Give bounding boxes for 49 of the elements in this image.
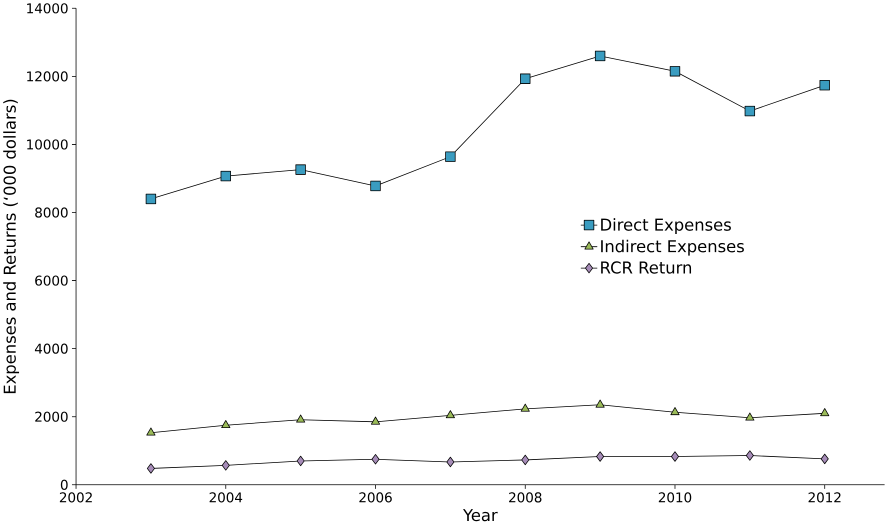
point: [520, 403, 530, 412]
point: [594, 50, 606, 61]
y-axis-title: Expenses and Returns (‘000 dollars): [3, 100, 20, 393]
point: [820, 80, 830, 90]
point: [372, 454, 380, 464]
point: [744, 106, 756, 116]
point: [146, 463, 155, 474]
point: [746, 450, 754, 460]
point: [446, 456, 454, 467]
point: [520, 73, 530, 84]
point: [220, 170, 231, 182]
point: [521, 454, 530, 465]
y-tick-label: 4000: [34, 343, 68, 354]
legend-label: Indirect Expenses: [601, 240, 744, 256]
point: [820, 453, 829, 464]
x-tick-label: 2008: [509, 492, 542, 502]
x-tick-label: 2010: [658, 492, 692, 502]
legend-label: Direct Expenses: [601, 218, 731, 234]
y-tick-label: 14000: [27, 2, 68, 14]
point: [296, 414, 306, 422]
x-axis-title: Year: [462, 508, 498, 522]
x-tick-label: 2006: [359, 492, 392, 502]
legend-label: RCR Return: [601, 261, 692, 274]
x-tick-label: 2012: [808, 492, 841, 502]
point: [221, 420, 230, 428]
point: [295, 164, 306, 175]
point: [820, 408, 830, 416]
point: [370, 180, 381, 191]
point: [146, 427, 156, 436]
point: [596, 451, 604, 462]
y-tick-label: 6000: [35, 275, 68, 286]
y-tick-label: 12000: [27, 71, 68, 82]
point: [222, 460, 230, 470]
point: [745, 412, 754, 420]
y-tick-label: 0: [60, 479, 68, 490]
point: [296, 456, 305, 466]
y-tick-label: 8000: [35, 207, 68, 218]
point: [370, 416, 380, 424]
y-tick-label: 10000: [27, 139, 68, 150]
x-tick-label: 2002: [60, 492, 92, 502]
point: [670, 451, 679, 462]
y-tick-label: 2000: [35, 411, 68, 422]
point: [445, 151, 456, 162]
point: [670, 66, 680, 76]
point: [596, 399, 605, 408]
point: [146, 193, 156, 204]
point: [670, 406, 680, 415]
point: [446, 410, 455, 418]
x-tick-label: 2004: [210, 492, 242, 502]
